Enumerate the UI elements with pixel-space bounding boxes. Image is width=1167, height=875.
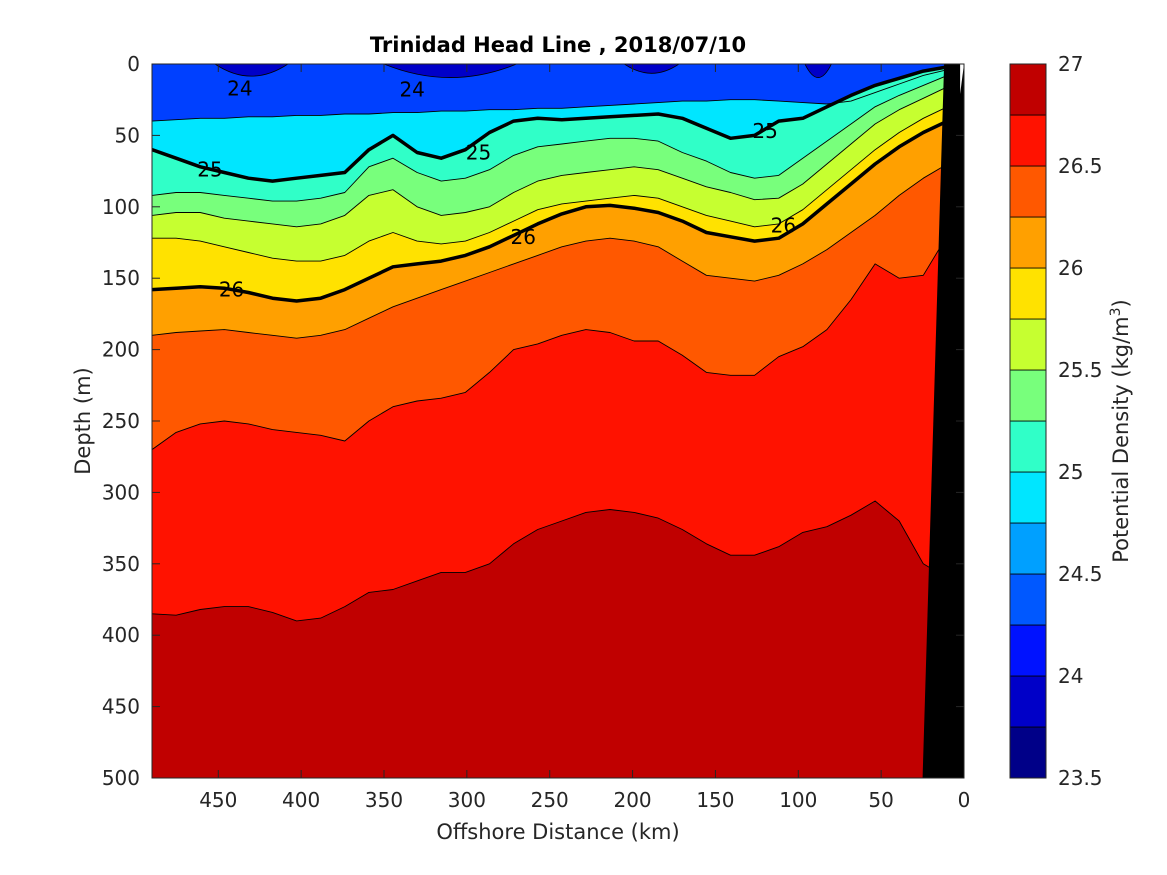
isopycnal-26-75 [152, 500, 948, 622]
contour-label-25: 25 [752, 119, 777, 143]
contour-label-25: 25 [466, 141, 491, 165]
colorbar-swatch [1009, 369, 1047, 422]
y-tick-label: 400 [102, 623, 140, 647]
colorbar-tick-label: 24 [1058, 664, 1083, 688]
colorbar-swatch [1009, 63, 1047, 116]
contour-label-26: 26 [510, 225, 535, 249]
colorbar-swatch [1009, 114, 1047, 167]
x-axis-label: Offshore Distance (km) [436, 820, 679, 844]
y-tick-label: 300 [102, 480, 140, 504]
isopycnal-26-5 [152, 235, 948, 450]
contour-label-24: 24 [399, 78, 424, 102]
isopycnal-line-layer [152, 65, 949, 622]
density-pocket-23-75 [383, 64, 517, 78]
isopycnal-26-25 [152, 163, 948, 339]
colorbar-tick-label: 24.5 [1058, 562, 1103, 586]
y-tick-label: 350 [102, 552, 140, 576]
colorbar-frame [1009, 63, 1047, 779]
colorbar-swatch [1009, 573, 1047, 626]
colorbar-label-sup: 3 [1108, 307, 1124, 316]
y-tick-label: 250 [102, 409, 140, 433]
colorbar-label-end: ) [1109, 299, 1133, 307]
x-tick-label: 350 [365, 788, 403, 812]
y-tick-label: 450 [102, 695, 140, 719]
contour-label-layer: 24 24 25 25 25 26 26 26 [197, 76, 796, 301]
colorbar-tick-label: 26.5 [1058, 154, 1103, 178]
colorbar-swatch [1009, 165, 1047, 218]
x-axis: 450 400 350 300 250 200 150 100 50 0 [199, 64, 970, 812]
colorbar-swatch [1009, 267, 1047, 320]
density-pocket-23-75 [214, 64, 289, 77]
colorbar-swatch [1009, 624, 1047, 677]
colorbar-tick-label: 25 [1058, 460, 1083, 484]
contour-label-26: 26 [219, 278, 244, 302]
x-tick-label: 0 [958, 788, 971, 812]
density-band-26-75 [152, 501, 948, 778]
isopycnal-25-75 [152, 106, 948, 262]
isopycnal-26 [152, 119, 949, 303]
y-tick-label: 50 [115, 123, 140, 147]
y-tick-label: 500 [102, 766, 140, 790]
x-tick-label: 50 [868, 788, 893, 812]
colorbar-tick-label: 27 [1058, 52, 1083, 76]
isopycnal-25-25 [152, 74, 948, 202]
colorbar-tick-label: 26 [1058, 256, 1083, 280]
colorbar-swatch [1009, 420, 1047, 473]
y-tick-label: 200 [102, 338, 140, 362]
isopycnal-25 [152, 65, 948, 183]
x-tick-label: 300 [448, 788, 486, 812]
chart-title: Trinidad Head Line , 2018/07/10 [370, 33, 746, 57]
y-axis: 0 50 100 150 200 250 300 350 400 450 500 [102, 52, 964, 790]
x-tick-label: 150 [696, 788, 734, 812]
y-tick-label: 100 [102, 195, 140, 219]
colorbar-tick-label: 23.5 [1058, 766, 1103, 790]
x-tick-label: 400 [282, 788, 320, 812]
colorbar-swatch [1009, 471, 1047, 524]
colorbar-swatch [1009, 726, 1047, 779]
isopycnal-25-5 [152, 86, 948, 228]
x-tick-label: 200 [613, 788, 651, 812]
x-tick-label: 450 [199, 788, 237, 812]
density-fill-layer [152, 64, 964, 778]
contour-label-24: 24 [227, 76, 252, 100]
contour-label-26: 26 [771, 213, 796, 237]
colorbar: 23.5 24 24.5 25 25.5 26 26.5 27 [1009, 52, 1103, 790]
isopycnal-24-75 [152, 69, 948, 122]
y-axis-label: Depth (m) [71, 367, 95, 474]
colorbar-swatch [1009, 522, 1047, 575]
bathymetry-gap [960, 64, 964, 94]
x-tick-label: 100 [779, 788, 817, 812]
colorbar-swatch [1009, 318, 1047, 371]
contour-label-25: 25 [197, 158, 222, 182]
colorbar-label-text: Potential Density (kg/m [1109, 316, 1133, 562]
colorbar-swatch [1009, 675, 1047, 728]
seafloor-bathymetry [922, 64, 964, 778]
colorbar-swatch [1009, 216, 1047, 269]
y-tick-label: 150 [102, 266, 140, 290]
colorbar-label: Potential Density (kg/m3) [1108, 299, 1133, 563]
y-tick-label: 0 [127, 52, 140, 76]
x-tick-label: 250 [531, 788, 569, 812]
colorbar-tick-label: 25.5 [1058, 358, 1103, 382]
